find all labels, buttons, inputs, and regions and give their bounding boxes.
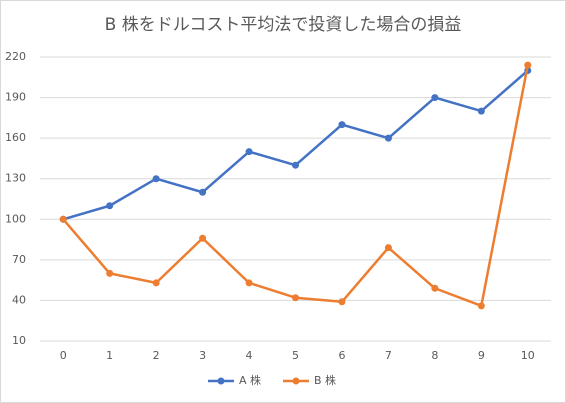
y-tick-label: 190 bbox=[5, 91, 26, 104]
data-point bbox=[477, 107, 485, 115]
x-tick-label: 3 bbox=[199, 349, 206, 362]
data-point bbox=[384, 244, 392, 252]
data-point bbox=[524, 61, 532, 69]
y-tick-label: 10 bbox=[12, 334, 26, 347]
data-point bbox=[431, 284, 439, 292]
x-tick-label: 1 bbox=[106, 349, 113, 362]
x-tick-label: 2 bbox=[153, 349, 160, 362]
y-tick-label: 40 bbox=[12, 293, 26, 306]
data-point bbox=[199, 234, 207, 242]
legend-label: B 株 bbox=[314, 373, 336, 387]
x-tick-label: 4 bbox=[246, 349, 253, 362]
x-tick-label: 5 bbox=[292, 349, 299, 362]
x-tick-label: 6 bbox=[338, 349, 345, 362]
chart-title: B 株をドルコスト平均法で投資した場合の損益 bbox=[105, 15, 462, 35]
y-tick-label: 100 bbox=[5, 212, 26, 225]
data-point bbox=[106, 202, 114, 210]
x-tick-label: 0 bbox=[60, 349, 67, 362]
data-point bbox=[106, 269, 114, 277]
legend-marker bbox=[217, 377, 225, 385]
y-tick-label: 130 bbox=[5, 172, 26, 185]
data-point bbox=[152, 279, 160, 287]
x-tick-label: 10 bbox=[521, 349, 535, 362]
data-point bbox=[152, 175, 160, 183]
y-tick-label: 70 bbox=[12, 253, 26, 266]
x-tick-label: 8 bbox=[431, 349, 438, 362]
data-point bbox=[338, 298, 346, 306]
x-tick-label: 9 bbox=[478, 349, 485, 362]
data-point bbox=[338, 121, 346, 129]
legend-marker bbox=[292, 377, 300, 385]
legend-label: A 株 bbox=[239, 373, 261, 387]
data-point bbox=[59, 215, 67, 223]
data-point bbox=[292, 294, 299, 302]
data-point bbox=[384, 134, 392, 142]
data-point bbox=[245, 279, 253, 287]
data-point bbox=[292, 161, 299, 169]
data-point bbox=[245, 148, 253, 156]
data-point bbox=[199, 188, 207, 196]
y-tick-label: 220 bbox=[5, 50, 26, 63]
y-tick-label: 160 bbox=[5, 131, 26, 144]
x-tick-label: 7 bbox=[385, 349, 392, 362]
data-point bbox=[477, 302, 485, 310]
data-point bbox=[431, 94, 439, 102]
